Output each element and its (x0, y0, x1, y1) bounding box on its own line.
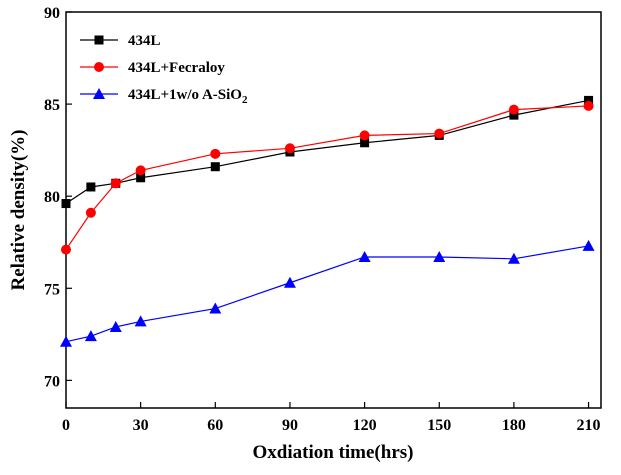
plot-frame (65, 11, 602, 409)
y-tick-label: 80 (44, 189, 60, 206)
data-point (583, 100, 594, 111)
y-tick-label: 85 (44, 97, 60, 114)
legend-marker (93, 88, 105, 99)
data-point (60, 335, 72, 347)
x-tick-label: 150 (427, 417, 451, 434)
x-tick-label: 120 (353, 417, 377, 434)
y-axis-title: Relative density(%) (8, 130, 29, 291)
data-point (358, 250, 371, 262)
x-tick-label: 90 (282, 417, 298, 434)
x-tick-label: 60 (207, 417, 223, 434)
legend-label-text: 434L+Fecraloy (128, 60, 225, 76)
y-tick-label: 90 (44, 5, 60, 22)
data-point (210, 162, 220, 172)
y-tick-label: 70 (44, 373, 60, 390)
data-point (283, 276, 296, 288)
x-axis-title: Oxdiation time(hrs) (253, 442, 414, 463)
data-point (134, 315, 147, 327)
legend-marker (94, 35, 104, 45)
data-point (509, 110, 519, 120)
data-point (85, 207, 96, 218)
data-point (135, 165, 146, 176)
series-2 (61, 100, 594, 255)
x-tick-label: 30 (133, 417, 149, 434)
data-point (136, 173, 146, 183)
data-point (584, 95, 594, 105)
data-point (433, 250, 446, 262)
legend-label: 434L+Fecraloy (128, 60, 225, 76)
legend-marker (94, 62, 104, 72)
legend-label-text: 434L+1w/o A-SiO (128, 87, 242, 103)
legend-item-1: 434L (80, 33, 161, 49)
data-point (284, 143, 295, 154)
series-line (65, 99, 589, 205)
legend-item-2: 434L+Fecraloy (80, 60, 225, 76)
legend-label: 434L+1w/o A-SiO2 (128, 87, 248, 106)
y-tick-label: 75 (44, 281, 60, 298)
data-point (508, 104, 519, 115)
data-point (210, 148, 221, 159)
data-point (434, 128, 445, 139)
data-point (84, 330, 97, 342)
data-point (61, 199, 71, 209)
data-point (110, 178, 121, 189)
x-tick-label: 0 (62, 417, 70, 434)
series-line (65, 245, 589, 343)
legend-label-text: 434L (128, 33, 161, 49)
ticks-layer: 0 30 60 90 120 150 180 210 70 75 80 85 90 (44, 5, 601, 434)
x-tick-label: 210 (577, 417, 601, 434)
series-line (65, 105, 589, 250)
legend: 434L 434L+Fecraloy 434L+1w/o A-SiO2 (80, 33, 248, 106)
data-point (582, 239, 595, 251)
x-tick-label: 180 (502, 417, 526, 434)
data-point (360, 138, 370, 148)
series-layer (60, 95, 595, 347)
data-point (61, 244, 71, 255)
data-point (109, 320, 122, 332)
legend-label: 434L (128, 33, 161, 49)
data-point (359, 130, 370, 141)
data-point (86, 182, 96, 192)
data-point (209, 302, 222, 314)
data-point (507, 252, 520, 264)
series-3 (60, 239, 595, 347)
legend-label-subscript: 2 (242, 94, 248, 106)
legend-item-3: 434L+1w/o A-SiO2 (80, 87, 248, 106)
